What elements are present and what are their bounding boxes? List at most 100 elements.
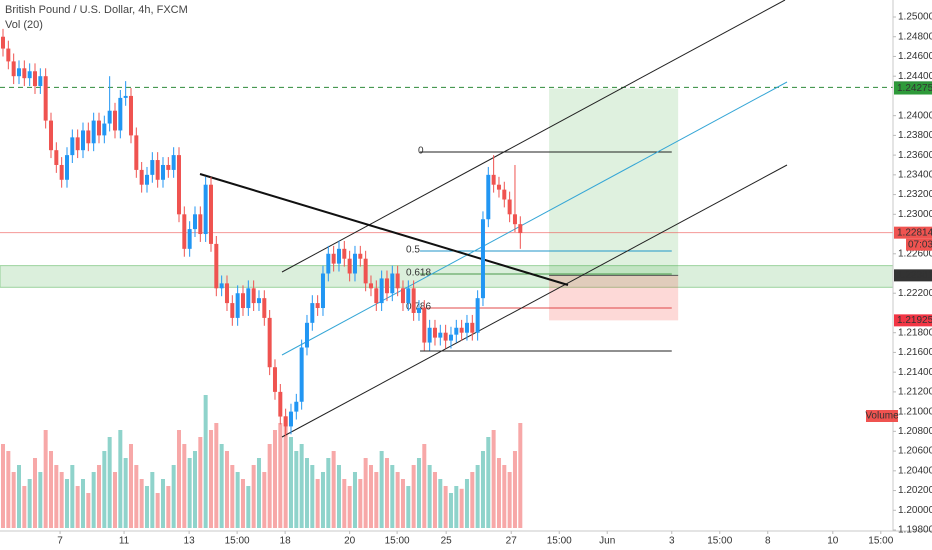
candle-body (203, 184, 208, 235)
volume-bar (150, 472, 155, 528)
candle-body (214, 243, 219, 289)
drawings-layer (199, 0, 788, 438)
candle-body (299, 347, 304, 402)
x-tick-label: 15:00 (225, 536, 250, 547)
candle-body (230, 303, 235, 318)
y-tick-label: 1.20600 (898, 446, 932, 457)
volume-bar (427, 465, 432, 528)
x-tick-label: 15:00 (547, 536, 572, 547)
volume-bar (518, 423, 523, 528)
volume-bar (406, 486, 411, 528)
candle-body (16, 68, 21, 77)
candle-body (310, 303, 315, 323)
candle-body (406, 288, 411, 304)
candle-body (75, 137, 80, 151)
fib-label: 0.618 (406, 268, 431, 279)
candle-body (139, 169, 144, 185)
channel-middle (281, 81, 788, 356)
candle-body (224, 283, 229, 304)
candle-body (251, 288, 256, 304)
volume-bar (491, 430, 496, 528)
volume-bar (171, 465, 176, 528)
volume-bar (48, 451, 53, 528)
x-tick-label: 15:00 (707, 536, 732, 547)
volume-bar (272, 430, 277, 528)
volume-bar (91, 472, 96, 528)
candle-body (480, 219, 485, 299)
countdown-box (906, 238, 932, 251)
y-tick-label: 1.20400 (898, 465, 932, 476)
candle-body (192, 214, 197, 230)
x-tick-label: 15:00 (385, 536, 410, 547)
y-tick-label: 1.23200 (898, 189, 932, 200)
candle-body (336, 248, 341, 264)
price-label: 1.22381 (897, 270, 932, 281)
candle-body (342, 248, 347, 259)
candle-body (235, 293, 240, 318)
volume-bar (208, 430, 213, 528)
candle-body (518, 224, 523, 234)
volume-bar (486, 437, 491, 528)
volume-bar (70, 465, 75, 528)
x-tick-label: 13 (184, 536, 196, 547)
candle-body (502, 189, 507, 200)
volume-bar (336, 465, 341, 528)
candle-body (283, 416, 288, 427)
price-label: 1.24275 (897, 83, 932, 94)
y-tick-label: 1.21000 (898, 406, 932, 417)
volume-bar (480, 451, 485, 528)
x-tick-label: 15:00 (868, 536, 893, 547)
candle-body (352, 253, 357, 274)
candle-body (278, 391, 283, 417)
volume-bar (6, 451, 11, 528)
y-tick-label: 1.20200 (898, 485, 932, 496)
candle-body (219, 283, 224, 289)
candle-body (390, 273, 395, 294)
volume-bar (278, 423, 283, 528)
volume-bar (496, 458, 501, 528)
candle-body (107, 110, 112, 124)
candle-body (123, 95, 128, 98)
candle-body (304, 322, 309, 348)
volume-bar (166, 486, 171, 528)
volume-bar (86, 493, 91, 528)
time-axis (0, 531, 932, 550)
candle-body (512, 214, 517, 225)
candle-body (246, 288, 251, 309)
candle-body (459, 327, 464, 333)
price-label: 1.21925 (897, 315, 932, 326)
candle-body (59, 164, 64, 180)
volume-bar (11, 472, 16, 528)
volume-bar (235, 472, 240, 528)
candle-body (331, 253, 336, 264)
volume-bar (118, 430, 123, 528)
candle-body (64, 155, 69, 180)
candle-body (6, 48, 11, 62)
candle-body (86, 130, 91, 144)
volume-bar (32, 458, 37, 528)
candle-body (448, 334, 453, 341)
volume-bar (342, 479, 347, 528)
volume-bar (107, 437, 112, 528)
candle-body (43, 76, 48, 121)
volume-bar (320, 472, 325, 528)
y-tick-label: 1.22600 (898, 248, 932, 259)
candle-body (112, 110, 117, 131)
volume-bar (454, 486, 459, 528)
volume-bar (16, 465, 21, 528)
candle-body (400, 288, 405, 304)
candle-body (395, 273, 400, 289)
volume-bar (438, 479, 443, 528)
y-tick-label: 1.23400 (898, 169, 932, 180)
volume-bar (470, 472, 475, 528)
volume-bar (198, 437, 203, 528)
volume-bar (262, 472, 267, 528)
loss-area (549, 275, 679, 321)
candle-body (27, 71, 32, 79)
candle-body (374, 288, 379, 304)
x-tick-label: 25 (441, 536, 453, 547)
profit-area (549, 88, 679, 276)
volume-bar (294, 451, 299, 528)
volume-bar (374, 472, 379, 528)
